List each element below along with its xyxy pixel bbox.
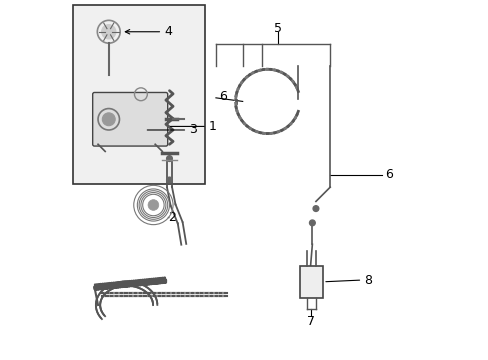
Circle shape: [148, 200, 159, 210]
Text: 2: 2: [167, 211, 175, 224]
Text: 6: 6: [385, 168, 393, 181]
FancyBboxPatch shape: [93, 93, 167, 146]
Text: 4: 4: [164, 25, 172, 38]
Bar: [73, 5, 205, 184]
Text: 6: 6: [218, 90, 226, 103]
Circle shape: [166, 156, 172, 161]
Circle shape: [102, 24, 116, 39]
Text: 3: 3: [189, 123, 197, 136]
Text: 7: 7: [306, 315, 314, 328]
Bar: [299, 266, 323, 298]
Text: 8: 8: [364, 274, 371, 287]
Text: 1: 1: [208, 120, 216, 133]
Circle shape: [309, 220, 315, 226]
Circle shape: [312, 206, 318, 211]
Circle shape: [102, 113, 115, 126]
Circle shape: [166, 177, 172, 183]
Text: 5: 5: [274, 22, 282, 35]
